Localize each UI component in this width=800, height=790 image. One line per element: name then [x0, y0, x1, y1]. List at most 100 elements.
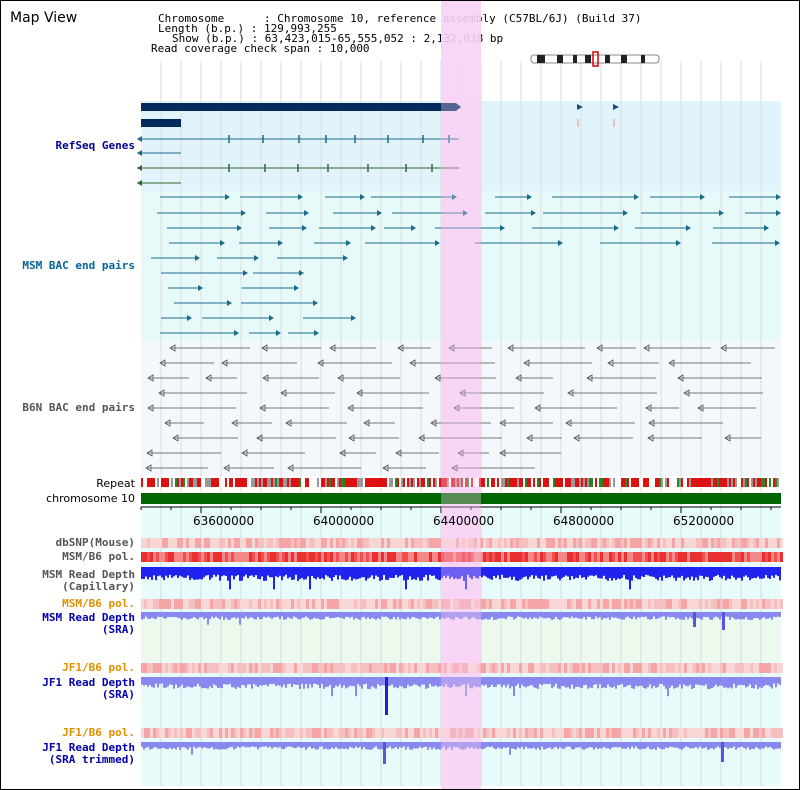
read-depth-bar — [399, 612, 401, 620]
repeat-segment — [557, 478, 559, 487]
read-depth-bar — [181, 677, 183, 685]
heat-cell — [606, 538, 609, 548]
read-depth-bar — [297, 612, 299, 620]
read-depth-bar — [751, 677, 753, 689]
msm-b6-pol-label[interactable]: MSM/B6 pol. — [62, 550, 135, 563]
read-depth-bar — [701, 677, 703, 686]
read-depth-bar — [707, 567, 709, 578]
b6n-bac-end — [280, 389, 287, 397]
jf1-read-depth-trimmed-label-1[interactable]: JF1 Read Depth — [42, 741, 135, 754]
heat-cell — [342, 663, 345, 673]
repeat-segment — [141, 478, 143, 487]
read-depth-bar — [239, 677, 241, 688]
heat-cell — [318, 663, 321, 673]
refseq-genes-label[interactable]: RefSeq Genes — [55, 139, 135, 152]
heat-cell — [663, 599, 666, 609]
heat-cell — [204, 599, 207, 609]
repeat-segment — [447, 478, 449, 487]
read-depth-bar — [193, 677, 195, 687]
read-depth-bar — [537, 742, 539, 748]
heat-cell — [660, 599, 663, 609]
read-depth-bar — [595, 742, 597, 748]
read-depth-bar — [215, 612, 217, 617]
heat-cell — [279, 538, 282, 548]
read-depth-bar — [201, 742, 203, 749]
heat-cell — [699, 538, 702, 548]
dbsnp-label[interactable]: dbSNP(Mouse) — [55, 536, 135, 549]
repeat-label: Repeat — [96, 477, 135, 490]
repeat-segment — [435, 478, 437, 487]
read-depth-bar — [665, 677, 667, 689]
heat-cell — [567, 599, 570, 609]
repeat-segment — [475, 478, 477, 487]
msm-bac-label[interactable]: MSM BAC end pairs — [22, 259, 135, 272]
read-depth-bar — [159, 677, 161, 684]
repeat-segment — [519, 478, 521, 487]
ideogram — [530, 54, 660, 64]
read-depth-bar — [581, 677, 583, 689]
repeat-segment — [167, 478, 169, 487]
read-depth-bar — [333, 612, 335, 618]
read-depth-bar — [289, 742, 291, 747]
heat-cell — [273, 728, 276, 738]
heat-cell — [198, 538, 201, 548]
heat-cell — [144, 538, 147, 548]
repeat-segment — [285, 478, 287, 487]
heat-cell — [231, 663, 234, 673]
read-depth-bar — [619, 612, 621, 619]
read-depth-bar — [719, 677, 721, 686]
read-depth-bar — [629, 742, 631, 750]
heat-cell — [183, 538, 186, 548]
jf1-read-depth-sra-label-1[interactable]: JF1 Read Depth — [42, 676, 135, 689]
heat-cell — [642, 538, 645, 548]
jf1-b6-pol-trimmed-label[interactable]: JF1/B6 pol. — [62, 726, 135, 739]
heat-cell — [744, 552, 747, 562]
read-depth-bar — [217, 567, 219, 575]
read-depth-bar — [541, 677, 543, 686]
heat-cell — [522, 552, 525, 562]
heat-cell — [744, 663, 747, 673]
b6n-bac-end — [434, 374, 441, 382]
msm-read-depth-sra-label-1[interactable]: MSM Read Depth — [42, 611, 135, 624]
heat-cell — [165, 538, 168, 548]
heat-cell — [483, 599, 486, 609]
repeat-segment — [325, 478, 327, 487]
read-depth-bar — [697, 677, 699, 685]
read-depth-bar — [367, 567, 369, 579]
heat-cell — [513, 728, 516, 738]
msm-read-depth-capillary-label-1[interactable]: MSM Read Depth — [42, 568, 135, 581]
heat-cell — [267, 538, 270, 548]
repeat-segment — [345, 478, 347, 487]
read-depth-bar — [593, 742, 595, 750]
b6n-bac-end — [668, 359, 675, 367]
read-depth-bar — [653, 567, 655, 577]
b6n-bac-label[interactable]: B6N BAC end pairs — [22, 401, 135, 414]
repeat-segment — [543, 478, 545, 487]
heat-cell — [573, 728, 576, 738]
read-depth-bar — [291, 612, 293, 619]
heat-cell — [534, 538, 537, 548]
read-depth-bar — [429, 567, 431, 575]
read-depth-bar — [395, 677, 397, 688]
heat-cell — [591, 538, 594, 548]
heat-cell — [309, 599, 312, 609]
read-depth-bar — [207, 742, 209, 749]
msm-b6-pol-sra-label[interactable]: MSM/B6 pol. — [62, 597, 135, 610]
heat-cell — [483, 663, 486, 673]
heat-cell — [489, 663, 492, 673]
read-depth-bar — [455, 567, 457, 579]
heat-cell — [705, 663, 708, 673]
read-depth-bar — [213, 677, 215, 685]
read-depth-bar — [765, 567, 767, 576]
read-depth-bar — [713, 677, 715, 687]
read-depth-bar — [365, 677, 367, 684]
read-depth-bar — [403, 612, 405, 620]
read-depth-bar — [465, 677, 467, 697]
read-depth-bar — [209, 612, 211, 620]
jf1-b6-pol-label[interactable]: JF1/B6 pol. — [62, 661, 135, 674]
read-depth-bar — [731, 567, 733, 576]
read-depth-bar — [677, 567, 679, 578]
read-depth-bar — [557, 677, 559, 689]
heat-cell — [171, 599, 174, 609]
